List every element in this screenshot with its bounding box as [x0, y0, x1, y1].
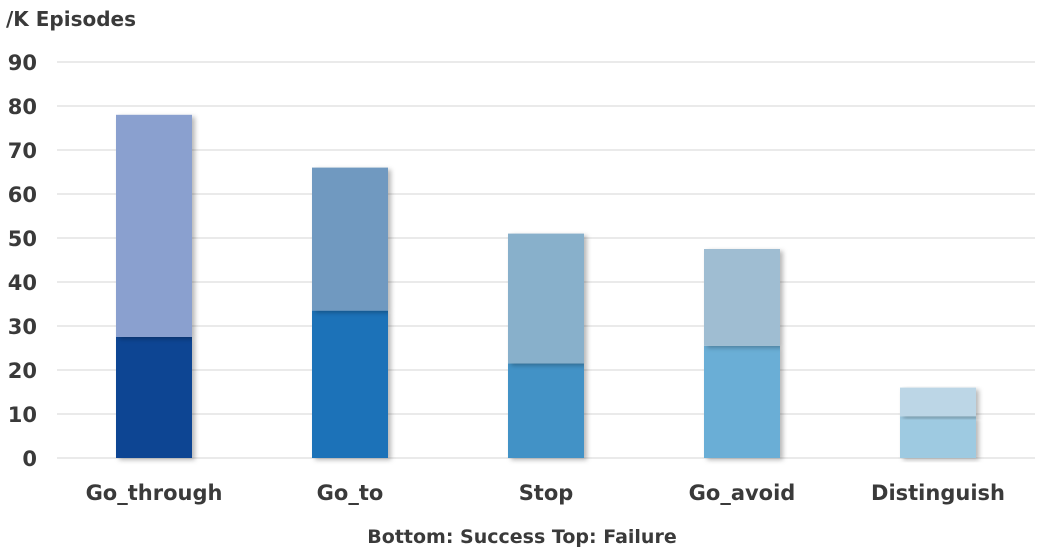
failure-bar-go_to — [312, 167, 388, 311]
x-category-label: Distinguish — [871, 481, 1005, 505]
x-axis-label: Bottom: Success Top: Failure — [367, 526, 676, 548]
failure-bar-go_avoid — [704, 249, 780, 346]
y-tick-label: 90 — [8, 51, 37, 75]
success-bar-stop — [508, 363, 584, 458]
y-tick-label: 60 — [8, 183, 37, 207]
y-tick-label: 20 — [8, 359, 37, 383]
y-axis-ticks: 0 10 20 30 40 50 60 70 80 90 — [8, 51, 37, 471]
failure-bar-go_through — [116, 114, 192, 337]
y-axis-label: /K Episodes — [6, 7, 136, 31]
success-bar-go_avoid — [704, 345, 780, 458]
x-axis-categories: Go_through Go_to Stop Go_avoid Distinguish — [86, 481, 1005, 505]
y-tick-label: 10 — [8, 403, 37, 427]
y-tick-label: 70 — [8, 139, 37, 163]
success-bar-go_through — [116, 337, 192, 458]
bars — [116, 114, 976, 458]
y-tick-label: 30 — [8, 315, 37, 339]
failure-bar-distinguish — [900, 387, 976, 417]
x-category-label: Go_through — [86, 481, 223, 505]
x-category-label: Stop — [519, 481, 574, 505]
y-tick-label: 50 — [8, 227, 37, 251]
failure-bar-stop — [508, 233, 584, 364]
y-tick-label: 0 — [22, 447, 37, 471]
y-tick-label: 40 — [8, 271, 37, 295]
x-category-label: Go_to — [317, 481, 384, 505]
x-category-label: Go_avoid — [689, 481, 796, 505]
success-bar-go_to — [312, 310, 388, 458]
y-tick-label: 80 — [8, 95, 37, 119]
success-bar-distinguish — [900, 416, 976, 458]
